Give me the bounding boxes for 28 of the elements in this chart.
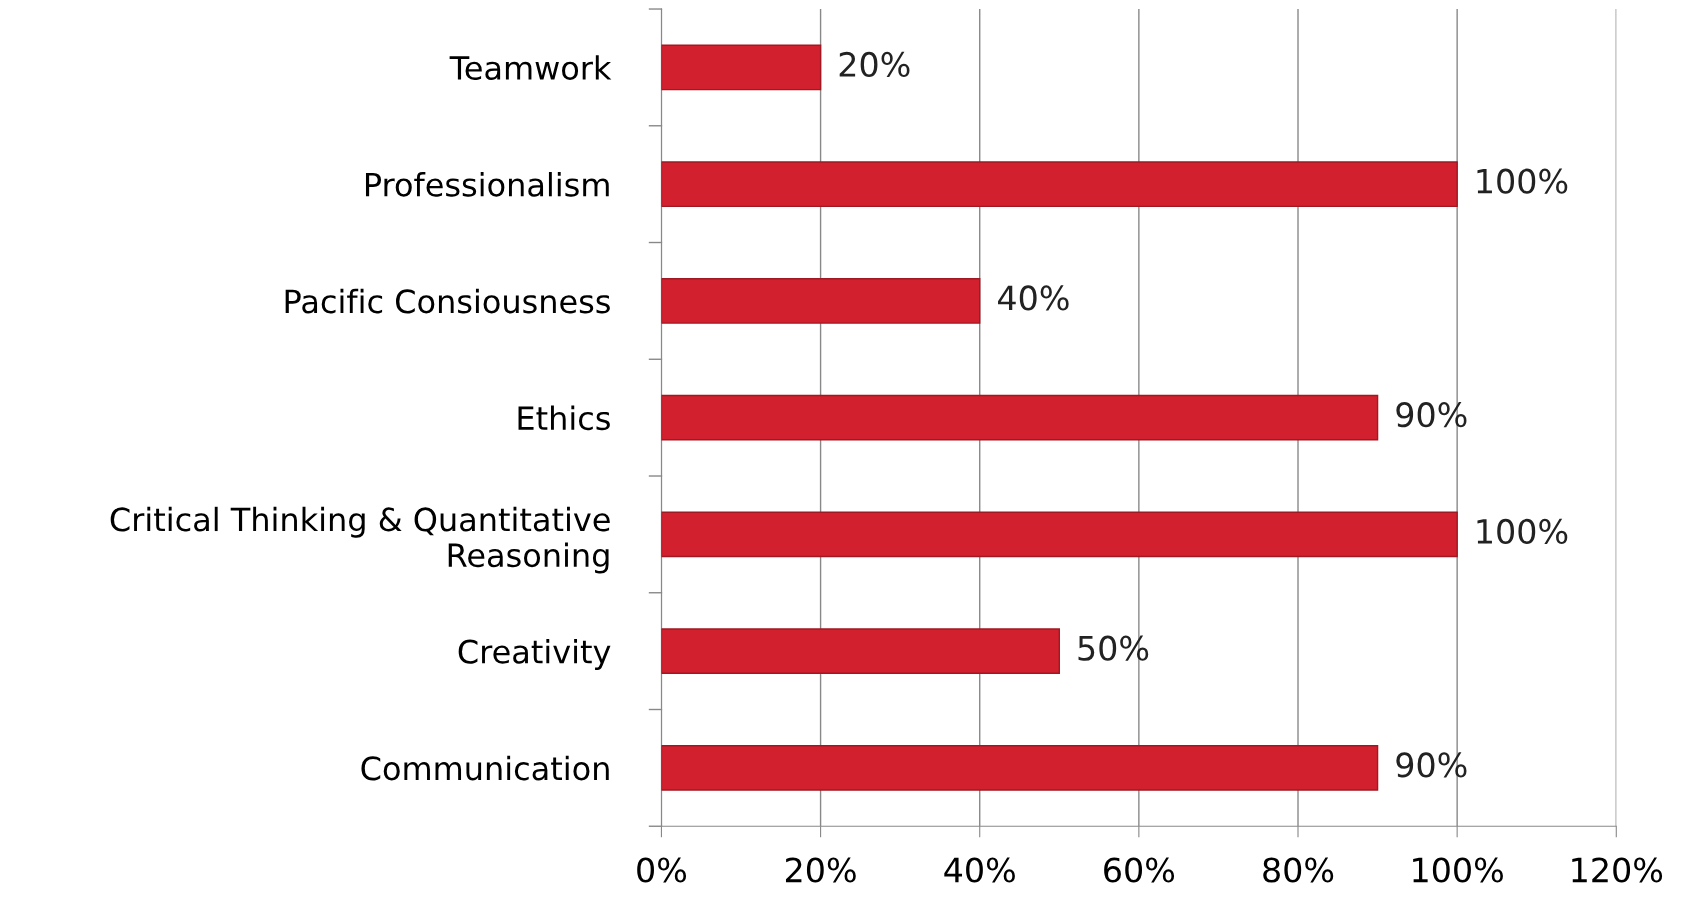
y-tick-label: Professionalism: [365, 172, 609, 197]
x-tick-label: 0%: [637, 857, 687, 883]
y-tick-label: Critical Thinking & Quantitative Reasoning: [110, 506, 610, 574]
data-label: 100%: [1477, 518, 1568, 545]
bar: [661, 394, 1379, 441]
y-tick-label: Communication: [361, 755, 609, 781]
x-tick-label: 80%: [1263, 857, 1334, 883]
bar: [661, 511, 1458, 558]
y-tick-label: Pacific Consiousness: [285, 288, 610, 314]
x-tick-label: 100%: [1413, 857, 1503, 883]
x-tick-label: 120%: [1572, 857, 1663, 883]
bar: [661, 278, 981, 324]
x-tick-label: 60%: [1104, 857, 1175, 883]
data-label: 40%: [998, 285, 1069, 311]
data-label: 20%: [839, 51, 910, 78]
data-label: 90%: [1396, 752, 1467, 778]
x-tick-label: 40%: [944, 857, 1015, 883]
x-tick-label: 20%: [785, 857, 856, 883]
bar: [661, 744, 1379, 791]
y-tick-label: Ethics: [518, 405, 610, 431]
y-tick-label: Teamwork: [449, 55, 612, 80]
data-label: 100%: [1477, 168, 1568, 194]
data-label: 50%: [1078, 635, 1149, 661]
bar: [661, 628, 1060, 675]
bar: [661, 161, 1458, 208]
y-tick-label: Creativity: [458, 638, 611, 670]
data-label: 90%: [1396, 402, 1467, 428]
bar: [661, 44, 822, 91]
